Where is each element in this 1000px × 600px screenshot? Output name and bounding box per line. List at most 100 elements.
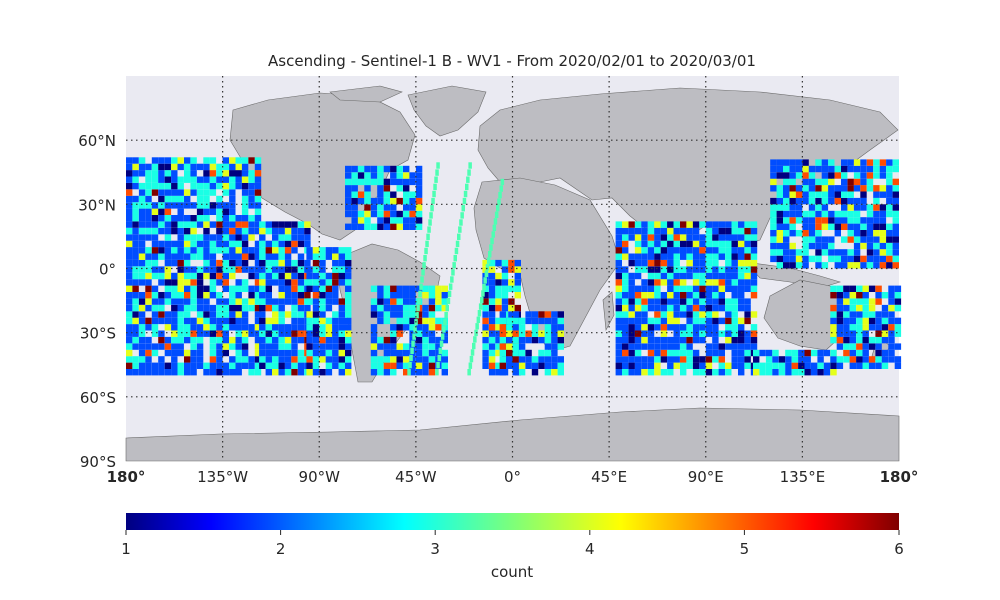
heatmap-cell	[319, 279, 326, 286]
heatmap-cell	[132, 311, 139, 318]
heatmap-cell	[158, 195, 165, 203]
heatmap-cell	[785, 349, 792, 357]
heatmap-cell	[132, 343, 139, 350]
heatmap-cell	[209, 304, 217, 312]
heatmap-cell	[847, 223, 854, 230]
heatmap-cell	[808, 172, 816, 179]
heatmap-cell	[209, 362, 217, 369]
heatmap-cell	[229, 247, 236, 254]
heatmap-cell	[866, 172, 874, 179]
heatmap-cell	[190, 182, 197, 190]
heatmap-cell	[138, 349, 146, 357]
heatmap-cell	[686, 311, 693, 318]
heatmap-cell	[731, 292, 738, 299]
heatmap-cell	[482, 324, 489, 331]
heatmap-cell	[415, 217, 423, 224]
heatmap-cell	[821, 197, 829, 205]
heatmap-cell	[828, 210, 835, 218]
heatmap-cell	[862, 356, 869, 363]
heatmap-cell	[482, 266, 489, 273]
heatmap-cell	[828, 223, 835, 230]
heatmap-cell	[364, 172, 371, 179]
heatmap-cell	[750, 279, 758, 286]
lon-tick-label: 90°W	[299, 468, 341, 486]
track-cell	[473, 336, 477, 343]
heatmap-cell	[802, 159, 809, 166]
heatmap-cell	[828, 165, 835, 173]
track-cell	[485, 264, 490, 271]
heatmap-cell	[518, 343, 526, 350]
heatmap-cell	[881, 324, 889, 331]
heatmap-cell	[879, 172, 887, 179]
heatmap-cell	[634, 253, 642, 260]
heatmap-cell	[216, 240, 223, 248]
heatmap-cell	[138, 279, 146, 286]
heatmap-cell	[254, 259, 262, 267]
heatmap-cell	[873, 262, 880, 269]
heatmap-cell	[370, 349, 378, 357]
track-cell	[435, 369, 439, 376]
longitude-tick-labels: 180° 135°W 90°W 45°W 0° 45°E 90°E 135°E 180°	[107, 468, 919, 486]
heatmap-cell	[177, 272, 184, 280]
heatmap-cell	[229, 311, 236, 318]
heatmap-cell	[145, 227, 152, 235]
heatmap-cell	[190, 369, 197, 376]
heatmap-cell	[783, 159, 790, 166]
heatmap-cell	[628, 317, 635, 325]
heatmap-cell	[808, 185, 816, 192]
heatmap-cell	[248, 369, 255, 376]
heatmap-cell	[319, 259, 326, 267]
heatmap-cell	[158, 221, 165, 228]
heatmap-cell	[718, 304, 725, 312]
heatmap-cell	[254, 330, 262, 337]
heatmap-cell	[538, 356, 545, 363]
heatmap-cell	[894, 362, 902, 369]
heatmap-cell	[409, 178, 416, 186]
heatmap-cell	[815, 242, 822, 250]
heatmap-cell	[628, 336, 635, 344]
heatmap-cell	[628, 292, 635, 299]
heatmap-cell	[795, 210, 803, 218]
heatmap-cell	[325, 362, 333, 369]
heatmap-cell	[802, 210, 809, 218]
heatmap-cell	[888, 298, 895, 305]
heatmap-cell	[284, 266, 292, 273]
heatmap-cell	[856, 343, 863, 350]
heatmap-cell	[647, 240, 655, 248]
heatmap-cell	[795, 249, 803, 256]
heatmap-cell	[692, 369, 700, 376]
heatmap-cell	[297, 369, 305, 376]
heatmap-cell	[158, 170, 165, 177]
heatmap-cell	[849, 292, 856, 299]
heatmap-cell	[744, 317, 751, 325]
heatmap-cell	[265, 362, 272, 369]
heatmap-cell	[660, 343, 668, 350]
heatmap-cell	[184, 240, 191, 248]
heatmap-cell	[254, 195, 262, 203]
heatmap-cell	[622, 324, 629, 331]
heatmap-cell	[628, 304, 635, 312]
heatmap-cell	[171, 356, 178, 363]
heatmap-cell	[705, 311, 713, 318]
heatmap-cell	[634, 259, 642, 267]
heatmap-cell	[841, 217, 848, 224]
heatmap-cell	[241, 221, 249, 228]
heatmap-cell	[196, 208, 204, 215]
heatmap-cell	[403, 362, 410, 369]
heatmap-cell	[357, 172, 365, 179]
heatmap-cell	[235, 157, 242, 164]
heatmap-cell	[319, 369, 326, 376]
heatmap-cell	[435, 304, 442, 312]
heatmap-cell	[338, 336, 345, 344]
heatmap-cell	[699, 298, 706, 305]
heatmap-cell	[634, 247, 642, 254]
heatmap-cell	[259, 349, 266, 357]
heatmap-cell	[830, 349, 837, 357]
heatmap-cell	[841, 223, 848, 230]
heatmap-cell	[718, 292, 725, 299]
heatmap-cell	[126, 208, 133, 215]
heatmap-cell	[235, 279, 242, 286]
heatmap-cell	[151, 324, 159, 331]
heatmap-cell	[390, 304, 397, 312]
heatmap-cell	[615, 266, 622, 273]
